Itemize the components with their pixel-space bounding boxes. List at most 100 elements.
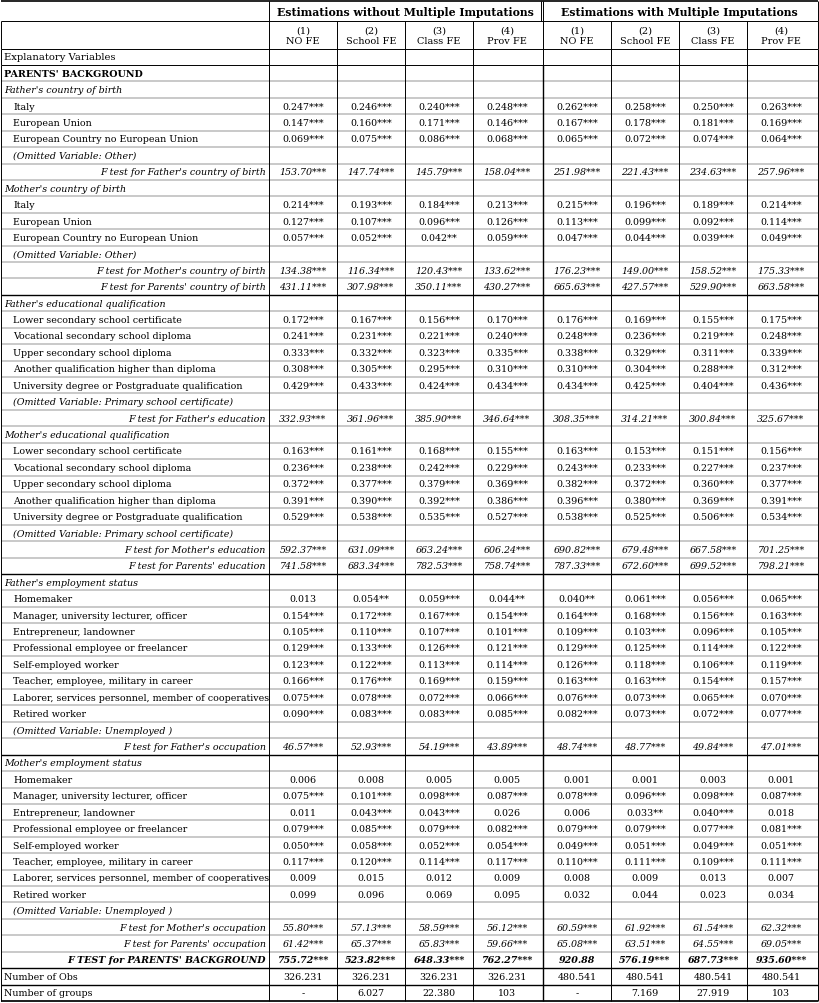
- Text: 64.55***: 64.55***: [692, 939, 734, 948]
- Text: 65.08***: 65.08***: [556, 939, 598, 948]
- Text: 663.24***: 663.24***: [415, 546, 463, 555]
- Text: 0.119***: 0.119***: [760, 660, 802, 669]
- Text: Homemaker: Homemaker: [13, 595, 72, 604]
- Text: 0.163***: 0.163***: [556, 447, 598, 456]
- Text: 0.114***: 0.114***: [419, 858, 459, 866]
- Text: 58.59***: 58.59***: [419, 923, 459, 932]
- Text: 0.237***: 0.237***: [760, 463, 802, 472]
- Text: -: -: [301, 988, 305, 997]
- Text: 0.377***: 0.377***: [760, 479, 802, 488]
- Text: 0.240***: 0.240***: [486, 332, 527, 341]
- Text: 0.075***: 0.075***: [282, 693, 324, 702]
- Text: 0.529***: 0.529***: [282, 513, 324, 522]
- Text: 480.541: 480.541: [626, 972, 664, 981]
- Text: 0.111***: 0.111***: [760, 858, 802, 866]
- Text: 480.541: 480.541: [558, 972, 596, 981]
- Text: Italy: Italy: [13, 102, 34, 111]
- Text: 0.333***: 0.333***: [282, 348, 324, 357]
- Text: 0.111***: 0.111***: [624, 858, 666, 866]
- Text: Class FE: Class FE: [691, 37, 735, 46]
- Text: 0.083***: 0.083***: [419, 709, 460, 718]
- Text: 0.013: 0.013: [699, 874, 726, 883]
- Text: 54.19***: 54.19***: [419, 742, 459, 751]
- Text: 672.60***: 672.60***: [622, 562, 668, 571]
- Text: 0.248***: 0.248***: [486, 102, 527, 111]
- Text: 0.065***: 0.065***: [556, 135, 598, 144]
- Text: 0.083***: 0.083***: [351, 709, 391, 718]
- Text: 0.072***: 0.072***: [419, 693, 459, 702]
- Text: Prov FE: Prov FE: [487, 37, 527, 46]
- Text: 0.105***: 0.105***: [760, 628, 802, 636]
- Text: 529.90***: 529.90***: [690, 283, 736, 292]
- Text: 0.181***: 0.181***: [692, 118, 734, 127]
- Text: 134.38***: 134.38***: [279, 267, 327, 276]
- Text: 0.034: 0.034: [767, 890, 794, 899]
- Text: 175.33***: 175.33***: [758, 267, 804, 276]
- Text: 0.085***: 0.085***: [351, 824, 391, 833]
- Text: 755.72***: 755.72***: [278, 956, 328, 965]
- Text: 0.103***: 0.103***: [624, 628, 666, 636]
- Text: 0.157***: 0.157***: [760, 677, 802, 686]
- Text: Retired worker: Retired worker: [13, 709, 86, 718]
- Text: 701.25***: 701.25***: [758, 546, 804, 555]
- Text: 0.329***: 0.329***: [624, 348, 666, 357]
- Text: 57.13***: 57.13***: [351, 923, 391, 932]
- Text: 0.051***: 0.051***: [624, 841, 666, 850]
- Text: 0.072***: 0.072***: [624, 135, 666, 144]
- Text: 0.123***: 0.123***: [282, 660, 324, 669]
- Text: 0.125***: 0.125***: [624, 644, 666, 653]
- Text: 0.146***: 0.146***: [486, 118, 528, 127]
- Text: 665.63***: 665.63***: [554, 283, 600, 292]
- Text: Vocational secondary school diploma: Vocational secondary school diploma: [13, 463, 192, 472]
- Text: 0.178***: 0.178***: [624, 118, 666, 127]
- Text: 667.58***: 667.58***: [690, 546, 736, 555]
- Text: Another qualification higher than diploma: Another qualification higher than diplom…: [13, 496, 215, 506]
- Text: 0.168***: 0.168***: [624, 611, 666, 620]
- Text: PARENTS' BACKGROUND: PARENTS' BACKGROUND: [4, 69, 143, 78]
- Text: 0.120***: 0.120***: [351, 858, 391, 866]
- Text: 427.57***: 427.57***: [622, 283, 668, 292]
- Text: Mother's country of birth: Mother's country of birth: [4, 185, 126, 194]
- Text: 0.382***: 0.382***: [556, 479, 598, 488]
- Text: 0.006: 0.006: [563, 807, 590, 816]
- Text: 48.74***: 48.74***: [556, 742, 598, 751]
- Text: 326.231: 326.231: [283, 972, 323, 981]
- Text: 0.007: 0.007: [767, 874, 794, 883]
- Text: Entrepreneur, landowner: Entrepreneur, landowner: [13, 628, 134, 636]
- Text: 0.001: 0.001: [767, 775, 794, 784]
- Text: 0.005: 0.005: [425, 775, 453, 784]
- Text: 0.009: 0.009: [289, 874, 317, 883]
- Text: 0.054***: 0.054***: [486, 841, 528, 850]
- Text: 0.247***: 0.247***: [283, 102, 324, 111]
- Text: 0.086***: 0.086***: [419, 135, 460, 144]
- Text: Manager, university lecturer, officer: Manager, university lecturer, officer: [13, 791, 187, 800]
- Text: 679.48***: 679.48***: [622, 546, 668, 555]
- Text: (3): (3): [432, 26, 446, 35]
- Text: Mother's employment status: Mother's employment status: [4, 758, 142, 767]
- Text: 308.35***: 308.35***: [554, 414, 600, 423]
- Text: 0.059***: 0.059***: [486, 234, 528, 243]
- Text: 0.090***: 0.090***: [282, 709, 324, 718]
- Text: 0.163***: 0.163***: [282, 447, 324, 456]
- Text: 0.159***: 0.159***: [486, 677, 528, 686]
- Text: 0.258***: 0.258***: [624, 102, 666, 111]
- Text: 606.24***: 606.24***: [483, 546, 531, 555]
- Text: F test for Father's education: F test for Father's education: [129, 414, 266, 423]
- Text: 0.099***: 0.099***: [624, 218, 666, 227]
- Text: 0.213***: 0.213***: [486, 201, 528, 210]
- Text: 431.11***: 431.11***: [279, 283, 327, 292]
- Text: 0.079***: 0.079***: [556, 824, 598, 833]
- Text: 0.391***: 0.391***: [760, 496, 802, 506]
- Text: 0.172***: 0.172***: [351, 611, 391, 620]
- Text: 0.310***: 0.310***: [486, 365, 528, 374]
- Text: 0.107***: 0.107***: [419, 628, 459, 636]
- Text: Entrepreneur, landowner: Entrepreneur, landowner: [13, 807, 134, 816]
- Text: 0.323***: 0.323***: [418, 348, 460, 357]
- Text: 0.196***: 0.196***: [624, 201, 666, 210]
- Text: 0.170***: 0.170***: [486, 316, 527, 325]
- Text: 0.169***: 0.169***: [624, 316, 666, 325]
- Text: 0.101***: 0.101***: [351, 791, 391, 800]
- Text: (1): (1): [296, 26, 310, 35]
- Text: 0.214***: 0.214***: [760, 201, 802, 210]
- Text: 0.052***: 0.052***: [419, 841, 460, 850]
